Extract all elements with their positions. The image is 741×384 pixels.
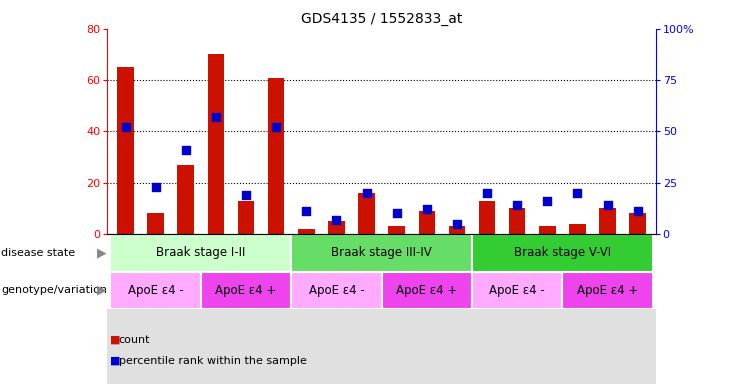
Point <box>361 190 373 196</box>
Point <box>542 198 554 204</box>
Text: ApoE ε4 -: ApoE ε4 - <box>308 284 365 297</box>
Point <box>119 124 131 130</box>
Bar <box>110 271 201 309</box>
Text: ■: ■ <box>110 335 120 345</box>
Point <box>180 147 192 153</box>
Point <box>391 210 402 217</box>
Bar <box>599 208 616 234</box>
Point <box>451 220 463 227</box>
Bar <box>178 165 194 234</box>
Text: Braak stage I-II: Braak stage I-II <box>156 246 245 259</box>
Point <box>270 124 282 130</box>
Point <box>571 190 583 196</box>
Point <box>240 192 252 198</box>
Bar <box>291 271 382 309</box>
Text: ApoE ε4 -: ApoE ε4 - <box>489 284 545 297</box>
Text: genotype/variation: genotype/variation <box>1 285 107 295</box>
Bar <box>472 271 562 309</box>
Point <box>481 190 493 196</box>
Bar <box>382 271 472 309</box>
Bar <box>479 200 495 234</box>
Text: Braak stage III-IV: Braak stage III-IV <box>331 246 432 259</box>
Bar <box>539 226 556 234</box>
Text: disease state: disease state <box>1 248 76 258</box>
Bar <box>201 271 291 309</box>
Bar <box>117 67 134 234</box>
Text: ApoE ε4 +: ApoE ε4 + <box>216 284 276 297</box>
Bar <box>472 234 653 271</box>
Bar <box>388 226 405 234</box>
Point <box>632 208 644 214</box>
Bar <box>298 229 315 234</box>
Bar <box>110 234 291 271</box>
Point <box>210 114 222 120</box>
Text: ▶: ▶ <box>97 246 106 259</box>
Bar <box>238 200 254 234</box>
Bar <box>569 223 585 234</box>
Text: Braak stage V-VI: Braak stage V-VI <box>514 246 611 259</box>
Point <box>602 202 614 208</box>
Bar <box>207 55 225 234</box>
Text: ApoE ε4 +: ApoE ε4 + <box>577 284 638 297</box>
Text: ApoE ε4 +: ApoE ε4 + <box>396 284 457 297</box>
Text: count: count <box>119 335 150 345</box>
Text: ApoE ε4 -: ApoE ε4 - <box>127 284 184 297</box>
Text: ■: ■ <box>110 356 120 366</box>
Bar <box>509 208 525 234</box>
Bar <box>562 271 653 309</box>
Point <box>300 208 312 214</box>
Bar <box>107 234 656 384</box>
Point <box>511 202 523 208</box>
Bar <box>147 214 164 234</box>
Bar <box>268 78 285 234</box>
Bar <box>629 214 646 234</box>
Bar <box>358 193 375 234</box>
Title: GDS4135 / 1552833_at: GDS4135 / 1552833_at <box>301 12 462 26</box>
Bar <box>291 234 472 271</box>
Bar <box>448 226 465 234</box>
Bar <box>328 221 345 234</box>
Text: ▶: ▶ <box>97 284 106 297</box>
Text: percentile rank within the sample: percentile rank within the sample <box>119 356 307 366</box>
Point <box>421 206 433 212</box>
Point <box>330 217 342 223</box>
Point <box>150 184 162 190</box>
Bar <box>419 211 435 234</box>
